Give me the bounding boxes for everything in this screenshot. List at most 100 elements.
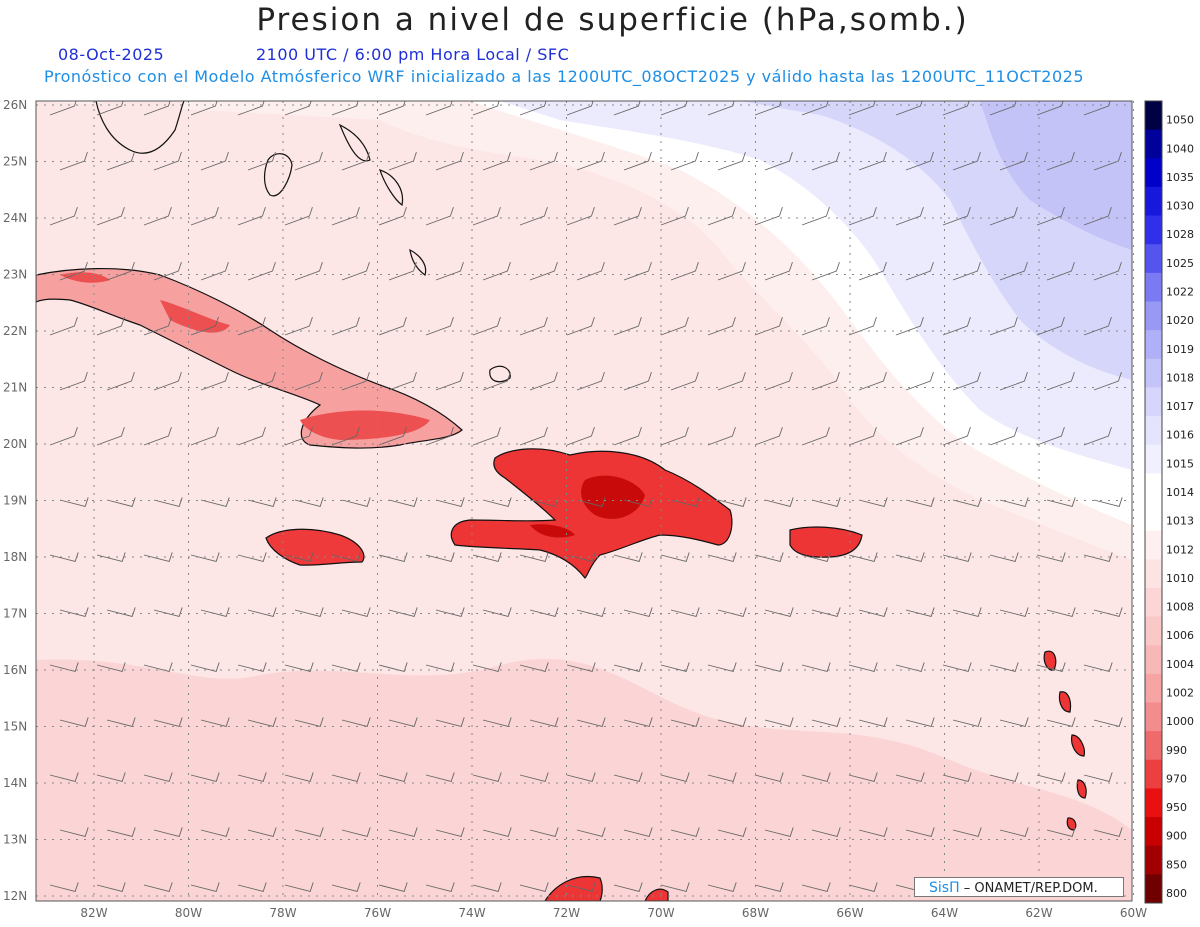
wind-barb <box>49 426 78 446</box>
wind-barb <box>660 426 689 446</box>
wind-barb <box>388 261 417 281</box>
wind-barb <box>247 827 277 837</box>
wind-barb <box>59 827 89 837</box>
wind-barb <box>613 426 642 446</box>
wind-barb <box>294 717 324 727</box>
wind-barb <box>566 101 594 116</box>
wind-barb <box>989 772 1019 782</box>
colorbar-label: 1020 <box>1166 314 1194 327</box>
wind-barb <box>49 206 78 226</box>
wind-barb <box>905 371 934 391</box>
wind-barb <box>670 497 700 507</box>
wind-barb <box>519 316 548 336</box>
wind-barb <box>905 607 935 617</box>
wind-barb <box>143 662 173 672</box>
wind-barb <box>764 717 794 727</box>
wind-barb <box>717 151 746 171</box>
land-puerto-rico <box>789 526 863 558</box>
wind-barb <box>237 552 267 562</box>
colorbar-swatch <box>1145 731 1162 761</box>
wind-barb <box>284 882 314 892</box>
wind-barb <box>660 316 689 336</box>
lon-label: 68W <box>742 906 769 920</box>
wind-barb <box>49 662 79 672</box>
wind-barb <box>764 497 794 507</box>
wind-barb <box>237 206 266 226</box>
wind-barb <box>294 497 324 507</box>
wind-barb <box>190 882 220 892</box>
wind-barb <box>200 151 229 171</box>
colorbar-swatch <box>1145 817 1162 847</box>
colorbar-label: 1014 <box>1166 486 1194 499</box>
colorbar-swatch <box>1145 559 1162 589</box>
wind-barb <box>482 827 512 837</box>
wind-barb <box>754 316 783 336</box>
wind-barb <box>858 261 887 281</box>
colorbar-swatch <box>1145 387 1162 417</box>
sispi-logo: SisΠ <box>929 880 960 896</box>
wind-barb <box>999 261 1028 281</box>
colorbar-swatch <box>1145 272 1162 302</box>
wind-barb <box>660 882 690 892</box>
wind-barb <box>190 772 220 782</box>
wind-barb <box>754 772 784 782</box>
wind-barb <box>989 662 1019 672</box>
wind-barb <box>613 772 643 782</box>
colorbar-label: 1040 <box>1166 142 1194 155</box>
colorbar-label: 1019 <box>1166 343 1194 356</box>
wind-barb <box>895 316 924 336</box>
wind-barb <box>660 101 688 116</box>
wind-barb <box>247 607 277 617</box>
wind-barb <box>1046 497 1076 507</box>
wind-barb <box>378 426 407 446</box>
wind-barb <box>670 151 699 171</box>
cuba-highland <box>60 272 430 440</box>
wind-barb <box>247 497 277 507</box>
wind-barb <box>999 827 1029 837</box>
wind-barb <box>519 101 547 116</box>
wind-barb <box>1083 101 1111 116</box>
wind-barb <box>670 607 700 617</box>
wind-barb <box>952 151 981 171</box>
wind-barb <box>754 882 784 892</box>
colorbar-label: 950 <box>1166 801 1187 814</box>
wind-barb <box>623 151 652 171</box>
wind-barb <box>999 151 1028 171</box>
wind-barb <box>1036 772 1066 782</box>
wind-barb <box>190 552 220 562</box>
wind-barb <box>989 552 1019 562</box>
latitude-labels: 26N 25N 24N 23N 22N 21N 20N 19N 18N 17N 16N 15N 14N 1… <box>3 98 27 903</box>
colorbar-label: 1002 <box>1166 687 1194 700</box>
colorbar-swatch <box>1145 129 1162 159</box>
wind-barb <box>200 607 230 617</box>
colorbar-label: 1022 <box>1166 286 1194 299</box>
wind-barb <box>529 827 559 837</box>
wind-barb <box>49 772 79 782</box>
wind-barb <box>472 772 502 782</box>
wind-barb <box>153 151 182 171</box>
colorbar-label: 1050 <box>1166 114 1194 127</box>
wind-barb <box>801 316 830 336</box>
lat-label: 22N <box>3 324 27 338</box>
wind-barb <box>1046 607 1076 617</box>
wind-barb <box>576 717 606 727</box>
colorbar: 1050 1040 1035 1030 1028 1025 1022 1020 1019 1018… <box>1144 100 1194 904</box>
lon-label: 60W <box>1120 906 1147 920</box>
wind-barb <box>942 316 971 336</box>
colorbar-label: 1028 <box>1166 228 1194 241</box>
wind-barb <box>999 717 1029 727</box>
wind-barb <box>811 607 841 617</box>
lat-label: 21N <box>3 381 27 395</box>
lon-label: 70W <box>647 906 674 920</box>
wind-barb <box>106 607 136 617</box>
wind-barb <box>529 717 559 727</box>
colorbar-swatch <box>1145 673 1162 703</box>
wind-barb <box>623 717 653 727</box>
wind-barb <box>341 261 370 281</box>
wind-barb <box>942 552 972 562</box>
colorbar-swatch <box>1145 330 1162 360</box>
wind-barb <box>331 662 361 672</box>
wind-barb <box>858 497 888 507</box>
lat-label: 18N <box>3 550 27 564</box>
wind-barb <box>989 316 1018 336</box>
